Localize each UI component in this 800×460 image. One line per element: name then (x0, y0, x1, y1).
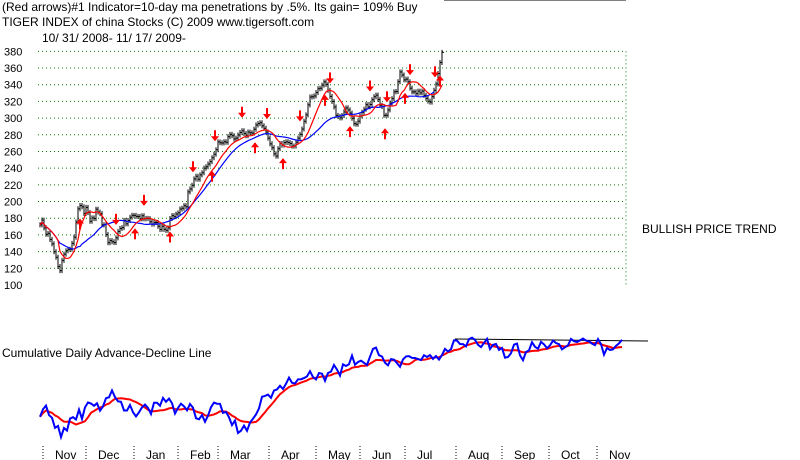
sell-arrow (140, 194, 148, 206)
y-tick-label: 280 (4, 130, 22, 142)
indicator-description: (Red arrows)#1 Indicator=10-day ma penet… (2, 0, 418, 14)
sell-arrow (112, 213, 120, 225)
arrow-head (346, 126, 354, 132)
buy-arrow (166, 231, 174, 243)
buy-arrow (251, 142, 259, 154)
ad-resistance-line (454, 338, 649, 342)
sell-arrow (431, 66, 439, 78)
y-tick-label: 240 (4, 163, 22, 175)
month-label: Jul (417, 448, 432, 460)
month-label: Jan (146, 448, 165, 460)
arrow-head (296, 116, 304, 122)
y-tick-label: 140 (4, 247, 22, 259)
y-tick-label: 320 (4, 96, 22, 108)
y-tick-label: 100 (4, 280, 22, 292)
ad-moving-average-line (39, 341, 623, 426)
arrow-head (383, 97, 391, 103)
y-tick-label: 220 (4, 180, 22, 192)
arrow-head (131, 228, 139, 234)
signal-arrows (76, 64, 444, 243)
buy-arrow (381, 128, 389, 140)
y-tick-label: 260 (4, 146, 22, 158)
arrow-head (436, 75, 444, 81)
arrow-head (401, 92, 409, 98)
month-label: Jun (372, 448, 391, 460)
y-tick-label: 120 (4, 263, 22, 275)
arrow-head (321, 94, 329, 100)
date-range: 10/ 31/ 2008- 11/ 17/ 2009- (42, 31, 186, 45)
sell-arrow (211, 130, 219, 142)
buy-arrow (436, 75, 444, 87)
long-moving-average-line (39, 91, 435, 250)
y-tick-label: 300 (4, 113, 22, 125)
month-label: Apr (281, 448, 300, 460)
month-label: Sep (514, 448, 536, 460)
chart-title: TIGER INDEX of china Stocks (C) 2009 www… (2, 15, 315, 29)
arrow-head (189, 167, 197, 173)
price-y-axis: 380 360 340 320 300 280 260 240 220 200 180 160 140 1… (4, 46, 22, 292)
price-series (39, 0, 626, 274)
arrow-head (366, 86, 374, 92)
buy-arrow (346, 126, 354, 138)
sell-arrow (263, 108, 271, 120)
arrow-head (238, 112, 246, 118)
buy-arrow (131, 228, 139, 240)
month-label: Mar (230, 448, 251, 460)
sell-arrow (326, 72, 334, 84)
buy-arrow (76, 218, 84, 230)
sell-arrow (406, 64, 414, 76)
arrow-head (76, 218, 84, 224)
sell-arrow (189, 161, 197, 173)
ad-line-title: Cumulative Daily Advance-Decline Line (2, 346, 212, 360)
sell-arrow (296, 110, 304, 122)
price-gridlines (38, 50, 627, 285)
arrow-head (112, 219, 120, 225)
buy-arrow (279, 158, 287, 170)
arrow-head (211, 136, 219, 142)
sell-arrow (366, 80, 374, 92)
sell-arrow (238, 106, 246, 118)
arrow-head (263, 114, 271, 120)
y-tick-label: 160 (4, 230, 22, 242)
arrow-head (166, 231, 174, 237)
month-label: Oct (561, 448, 580, 460)
y-tick-label: 200 (4, 197, 22, 209)
month-label: Feb (190, 448, 211, 460)
sell-arrow (383, 91, 391, 103)
arrow-head (140, 200, 148, 206)
month-label: May (328, 448, 351, 460)
arrow-head (381, 128, 389, 134)
arrow-head (279, 158, 287, 164)
buy-arrow (321, 94, 329, 106)
month-label: Nov (609, 448, 630, 460)
month-axis: Nov Dec Jan Feb Mar Apr May Jun Jul Aug Sep Oct Nov (42, 446, 630, 460)
month-label: Dec (98, 448, 119, 460)
y-tick-label: 340 (4, 80, 22, 92)
arrow-head (406, 70, 414, 76)
y-tick-label: 380 (4, 46, 22, 58)
buy-arrow (401, 92, 409, 104)
ad-line (39, 336, 623, 441)
arrow-head (431, 72, 439, 78)
month-label: Nov (55, 448, 76, 460)
arrow-head (251, 142, 259, 148)
y-tick-label: 360 (4, 63, 22, 75)
arrow-head (208, 170, 216, 176)
arrow-head (326, 78, 334, 84)
y-tick-label: 180 (4, 213, 22, 225)
trend-annotation: BULLISH PRICE TREND (642, 222, 777, 236)
buy-arrow (208, 170, 216, 182)
month-label: Aug (468, 448, 489, 460)
short-moving-average-line (39, 81, 443, 260)
